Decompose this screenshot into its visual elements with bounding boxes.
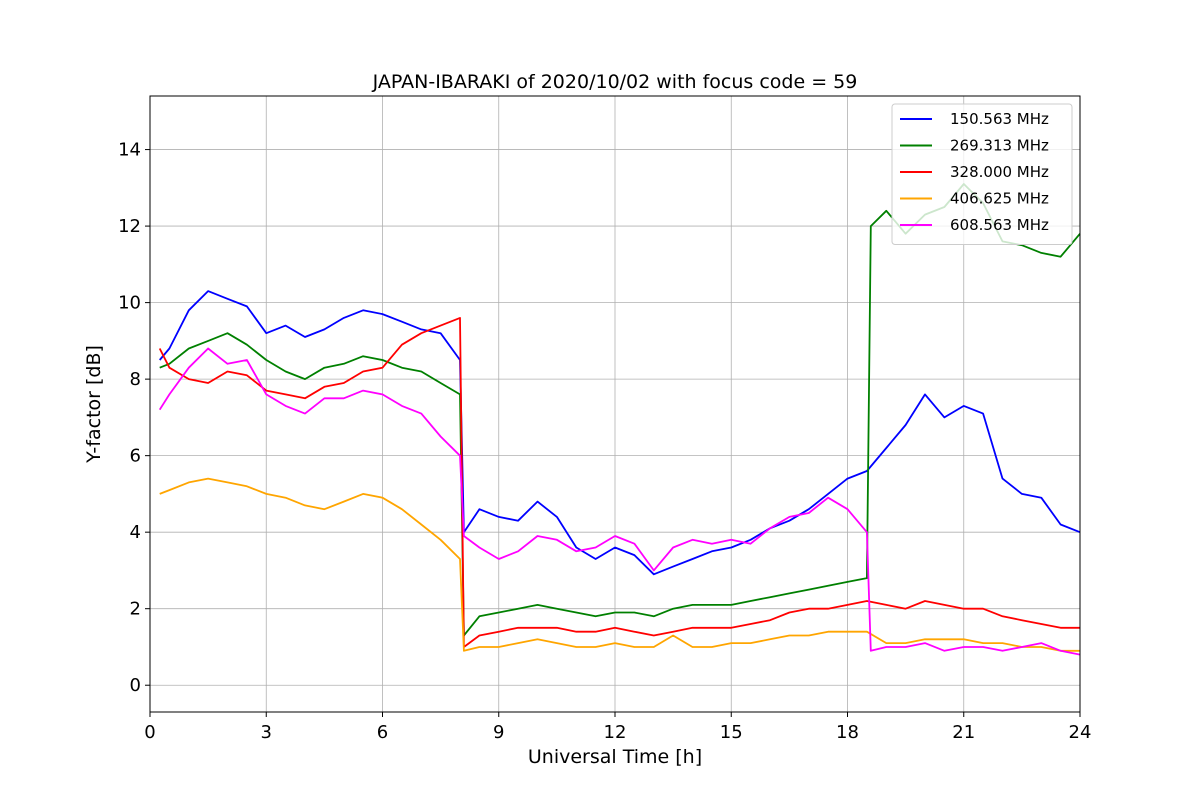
x-tick-label: 21 (952, 722, 975, 743)
x-tick-label: 24 (1069, 722, 1092, 743)
y-tick-label: 12 (118, 216, 141, 237)
legend-label: 150.563 MHz (950, 110, 1049, 128)
series-line-3 (158, 316, 1080, 648)
legend: 150.563 MHz 269.313 MHz 328.000 MHz 406.625… (891, 103, 1073, 245)
y-axis: 0 2 4 6 8 10 12 14 (118, 140, 150, 696)
x-tick-label: 3 (261, 722, 272, 743)
legend-label: 406.625 MHz (950, 190, 1049, 208)
x-tick-label: 12 (604, 722, 627, 743)
legend-label: 328.000 MHz (950, 163, 1049, 181)
x-tick-label: 6 (377, 722, 388, 743)
x-axis-label: Universal Time [h] (528, 746, 702, 768)
y-tick-label: 0 (130, 675, 141, 696)
x-tick-label: 9 (493, 722, 504, 743)
y-tick-label: 10 (118, 293, 141, 314)
y-tick-label: 6 (130, 446, 141, 467)
chart-title: JAPAN-IBARAKI of 2020/10/02 with focus c… (372, 71, 858, 93)
y-tick-label: 4 (130, 522, 141, 543)
x-tick-label: 15 (720, 722, 743, 743)
series-line-5 (158, 347, 1081, 656)
legend-label: 269.313 MHz (950, 137, 1049, 155)
series-line-4 (159, 477, 1080, 652)
x-axis: 0 3 6 9 12 15 18 21 24 (144, 712, 1091, 743)
legend-box (891, 103, 1073, 245)
legend-label: 608.563 MHz (950, 216, 1049, 234)
series-line-1 (159, 290, 1081, 576)
x-tick-label: 0 (144, 722, 155, 743)
y-tick-label: 8 (130, 369, 141, 390)
y-axis-label: Y-factor [dB] (83, 345, 105, 464)
y-tick-label: 14 (118, 140, 141, 161)
x-tick-label: 18 (836, 722, 859, 743)
y-tick-label: 2 (130, 599, 141, 620)
